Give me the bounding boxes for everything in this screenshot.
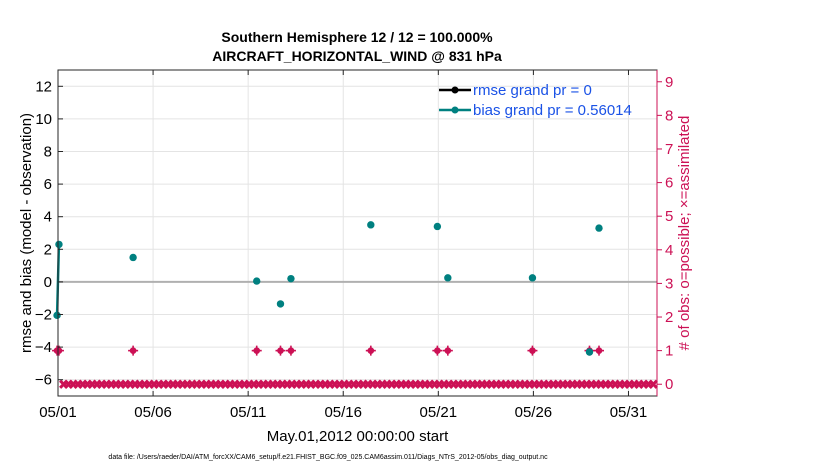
y-tick-label: −6	[35, 372, 52, 389]
data-file-footnote: data file: /Users/raeder/DAI/ATM_forcXX/…	[108, 454, 548, 461]
x-tick-label: 05/11	[230, 404, 266, 421]
bias-point	[595, 224, 603, 232]
x-tick-label: 05/16	[324, 404, 362, 421]
y2-axis-label: # of obs: o=possible; ×=assimilated	[676, 116, 693, 351]
y2-tick-label: 7	[665, 141, 673, 158]
y2-tick-label: 3	[665, 275, 673, 292]
y2-tick-label: 4	[665, 242, 673, 259]
y-tick-label: −2	[35, 307, 52, 324]
y2-tick-label: 0	[665, 376, 673, 393]
obs-possible-marker	[285, 345, 296, 356]
bias-point	[444, 274, 452, 282]
y2-tick-label: 9	[665, 74, 673, 91]
obs-assimilated-marker	[648, 379, 658, 389]
bias-point	[129, 253, 137, 262]
obs-possible-marker	[251, 345, 262, 356]
y2-tick-label: 2	[665, 309, 673, 326]
y-tick-label: 10	[35, 111, 52, 128]
obs-possible-marker	[432, 345, 443, 356]
x-tick-label: 05/06	[134, 404, 172, 421]
bias-point	[55, 240, 63, 249]
bias-point	[433, 222, 442, 231]
y2-tick-label: 6	[665, 175, 673, 192]
obs-possible-marker	[365, 345, 376, 356]
y-tick-label: 4	[44, 209, 52, 226]
y2-tick-label: 1	[665, 343, 673, 360]
plot-area	[58, 70, 657, 396]
y-tick-label: 8	[44, 144, 52, 161]
bias-point	[53, 311, 61, 320]
obs-possible-marker	[442, 345, 453, 356]
y-tick-label: 6	[44, 176, 52, 193]
legend-label-rmse: rmse grand pr = 0	[473, 82, 592, 99]
bias-point	[367, 221, 375, 229]
y2-tick-label: 5	[665, 208, 673, 225]
x-tick-label: 05/21	[420, 404, 458, 421]
chart-title-line2: AIRCRAFT_HORIZONTAL_WIND @ 831 hPa	[212, 48, 502, 64]
legend-marker-bias	[451, 106, 459, 114]
x-tick-label: 05/26	[515, 404, 553, 421]
y-tick-label: −4	[35, 339, 52, 356]
axis-ticks: 05/01 05/06 05/11 05/16 05/21 05/26 05/31 −6 −4 −…	[35, 70, 673, 421]
obs-possible-marker	[527, 345, 538, 356]
bias-point	[287, 274, 295, 283]
x-axis-label: May.01,2012 00:00:00 start	[267, 428, 449, 445]
bias-point	[585, 348, 594, 356]
legend-marker-rmse	[451, 86, 459, 94]
bias-point	[528, 274, 537, 282]
y-tick-label: 12	[35, 78, 52, 95]
y2-tick-label: 8	[665, 107, 673, 124]
y-tick-label: 0	[44, 274, 52, 291]
obs-possible-marker	[275, 345, 286, 356]
legend: rmse grand pr = 0 bias grand pr = 0.5601…	[439, 82, 632, 119]
data-marks	[52, 221, 658, 389]
obs-assimilated-stroke	[648, 379, 658, 389]
x-tick-label: 05/31	[610, 404, 648, 421]
bias-point	[253, 277, 261, 285]
obs-possible-marker	[128, 345, 139, 356]
y-axis-label: rmse and bias (model - observation)	[18, 113, 35, 353]
chart-title-line1: Southern Hemisphere 12 / 12 = 100.000%	[221, 29, 493, 45]
legend-label-bias: bias grand pr = 0.56014	[473, 102, 632, 119]
x-tick-label: 05/01	[39, 404, 77, 421]
obs-possible-marker	[594, 345, 605, 356]
bias-point	[276, 300, 285, 308]
y-tick-label: 2	[44, 241, 52, 258]
